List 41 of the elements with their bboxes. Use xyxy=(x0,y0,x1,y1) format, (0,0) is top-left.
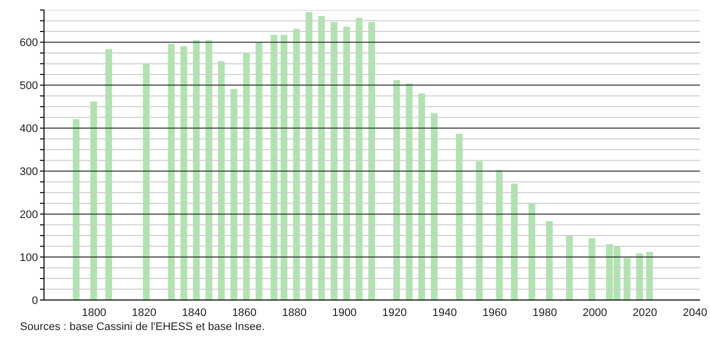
x-tick-label: 1820 xyxy=(132,306,156,319)
x-tick-label: 1920 xyxy=(382,306,407,319)
bar xyxy=(546,220,553,300)
bar xyxy=(270,34,278,300)
bar xyxy=(566,235,573,300)
bar xyxy=(646,252,653,300)
x-tick-label: 2000 xyxy=(582,306,608,319)
bar xyxy=(343,26,350,300)
x-tick-label: 1880 xyxy=(282,306,307,319)
bar xyxy=(636,254,643,300)
y-tick-label: 300 xyxy=(20,166,38,178)
y-tick-label: 400 xyxy=(20,123,38,136)
x-tick-label: 1960 xyxy=(482,306,507,319)
bar xyxy=(368,22,376,300)
x-tick-label: 1840 xyxy=(182,306,206,319)
y-tick-label: 500 xyxy=(20,80,38,92)
y-tick-label: 100 xyxy=(20,252,38,264)
x-tick-label: 2020 xyxy=(632,306,658,319)
bar xyxy=(293,28,300,300)
y-tick-label: 200 xyxy=(20,208,38,221)
bar xyxy=(356,18,362,300)
bar xyxy=(256,42,262,300)
bar xyxy=(205,40,212,300)
bar xyxy=(318,16,325,300)
x-tick-label: 1860 xyxy=(232,306,257,319)
x-tick-label: 1980 xyxy=(532,306,558,319)
x-tick-label: 1900 xyxy=(332,306,357,319)
y-tick-label: 600 xyxy=(20,37,38,50)
y-tick-label: 0 xyxy=(32,294,38,307)
bar xyxy=(330,22,338,300)
bar xyxy=(624,258,630,300)
bar xyxy=(230,89,238,300)
bar xyxy=(588,238,596,300)
source-note: Sources : base Cassini de l'EHESS et base Insee. xyxy=(20,321,265,333)
bar xyxy=(306,12,312,300)
bar xyxy=(218,61,225,300)
bar xyxy=(243,52,250,300)
x-tick-label: 1940 xyxy=(432,306,457,319)
x-tick-label: 2040 xyxy=(682,306,708,319)
x-tick-label: 1800 xyxy=(82,306,106,319)
bar xyxy=(280,34,288,300)
